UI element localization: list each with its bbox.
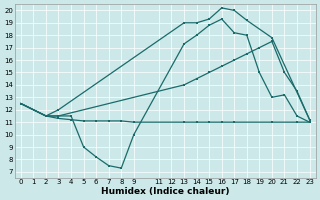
X-axis label: Humidex (Indice chaleur): Humidex (Indice chaleur) <box>101 187 229 196</box>
